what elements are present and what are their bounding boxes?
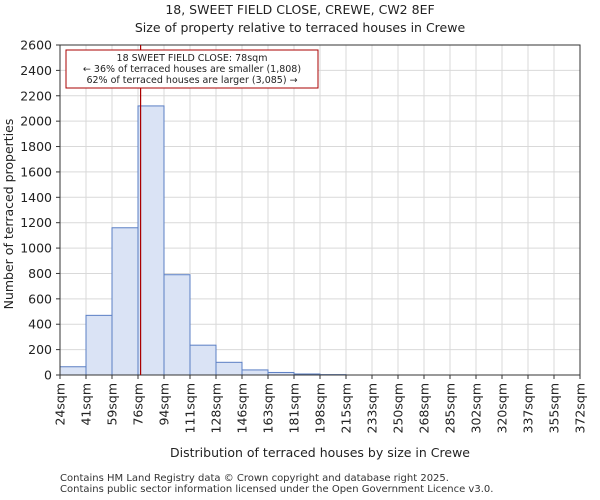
x-tick-label: 233sqm [365,383,380,433]
y-tick-label: 600 [28,291,52,306]
y-tick-label: 2600 [20,38,52,53]
y-axis-ticks: 0 200 400 600 800 1000 1200 1400 1600 1800 2000 220… [20,38,60,383]
x-axis-ticks: 24sqm 41sqm 59sqm 76sqm 94sqm 111sqm 128sqm 146… [53,375,588,433]
y-tick-label: 1400 [20,190,52,205]
annotation-line-2: ← 36% of terraced houses are smaller (1,… [83,64,301,75]
y-tick-label: 200 [28,342,52,357]
x-tick-label: 372sqm [573,383,588,433]
x-tick-label: 355sqm [547,383,562,433]
x-tick-label: 215sqm [339,383,354,433]
bar-24sqm [59,366,87,376]
x-tick-label: 41sqm [79,383,94,426]
x-tick-label: 302sqm [469,383,484,433]
bar-94sqm [163,274,191,376]
y-tick-label: 2200 [20,88,52,103]
chart-title: 18, SWEET FIELD CLOSE, CREWE, CW2 8EF [165,2,434,17]
x-tick-label: 285sqm [443,383,458,433]
bar-111sqm [189,344,217,376]
y-tick-label: 1600 [20,164,52,179]
annotation-line-3: 62% of terraced houses are larger (3,085… [86,75,297,86]
bar-146sqm [241,369,269,376]
y-tick-label: 1000 [20,241,52,256]
plot-area-frame [59,44,581,376]
x-tick-label: 146sqm [235,383,250,433]
chart-subtitle: Size of property relative to terraced ho… [135,20,466,35]
x-tick-label: 128sqm [209,383,224,433]
y-tick-label: 2400 [20,63,52,78]
x-tick-label: 250sqm [391,383,406,433]
bars [59,105,347,376]
annotation-frame [65,49,319,89]
annotation-line-1: 18 SWEET FIELD CLOSE: 78sqm [117,53,268,64]
y-axis-label: Number of terraced properties [1,119,16,310]
x-tick-label: 181sqm [287,383,302,433]
bar-59sqm [111,227,139,376]
y-tick-label: 2000 [20,114,52,129]
x-tick-label: 320sqm [495,383,510,433]
x-tick-label: 163sqm [261,383,276,433]
x-tick-label: 59sqm [105,383,120,426]
bar-41sqm [85,314,113,376]
x-tick-label: 268sqm [417,383,432,433]
bar-128sqm [215,361,243,376]
y-tick-label: 1200 [20,215,52,230]
x-tick-label: 111sqm [183,383,198,433]
footer-line-1: Contains HM Land Registry data © Crown c… [60,473,449,484]
bar-76sqm [137,105,165,376]
x-tick-label: 337sqm [521,383,536,433]
y-tick-label: 400 [28,317,52,332]
footer-line-2: Contains public sector information licen… [60,484,494,495]
x-tick-label: 198sqm [313,383,328,433]
y-tick-label: 0 [44,368,52,383]
x-axis-label: Distribution of terraced houses by size … [170,445,470,460]
y-tick-label: 800 [28,266,52,281]
annotation-box: 18 SWEET FIELD CLOSE: 78sqm ← 36% of ter… [65,49,319,89]
x-tick-label: 94sqm [157,383,172,426]
x-tick-label: 24sqm [53,383,68,426]
x-tick-label: 76sqm [131,383,146,426]
y-tick-label: 1800 [20,139,52,154]
